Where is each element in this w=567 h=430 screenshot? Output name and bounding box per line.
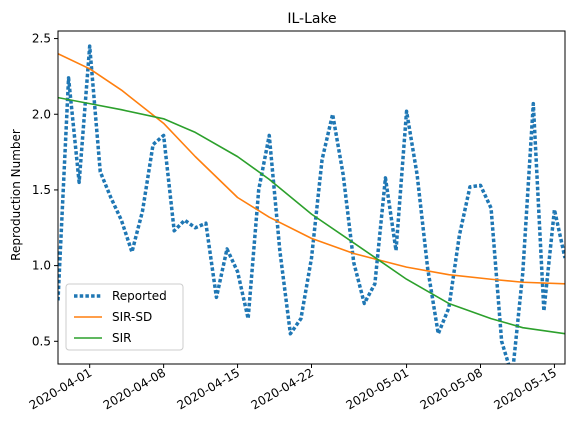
series-line-reported xyxy=(58,44,565,364)
y-tick-label: 0.5 xyxy=(32,334,51,348)
legend-label-sir-sd: SIR-SD xyxy=(112,310,152,324)
legend-label-reported: Reported xyxy=(112,289,167,303)
plot-area xyxy=(58,44,565,364)
chart-title: IL-Lake xyxy=(287,11,336,27)
y-tick-label: 1.0 xyxy=(32,259,51,273)
x-tick-label: 2020-04-08 xyxy=(101,365,168,412)
y-axis-label: Reproduction Number xyxy=(9,129,23,261)
legend-label-sir: SIR xyxy=(112,331,132,345)
y-tick-label: 1.5 xyxy=(32,183,51,197)
series-line-sir-sd xyxy=(58,52,565,285)
legend: Reported SIR-SD SIR xyxy=(65,283,184,351)
y-tick-label: 2.0 xyxy=(32,107,51,121)
legend-box xyxy=(65,283,184,351)
y-tick-label: 2.5 xyxy=(32,32,51,46)
x-tick-label: 2020-04-22 xyxy=(249,365,316,412)
x-tick-label: 2020-05-01 xyxy=(344,365,411,412)
x-tick-label: 2020-04-01 xyxy=(27,365,94,412)
x-tick-label: 2020-04-15 xyxy=(175,365,242,412)
x-tick-label: 2020-05-08 xyxy=(418,365,485,412)
x-tick-label: 2020-05-15 xyxy=(492,365,559,412)
series-line-sir xyxy=(58,96,565,335)
